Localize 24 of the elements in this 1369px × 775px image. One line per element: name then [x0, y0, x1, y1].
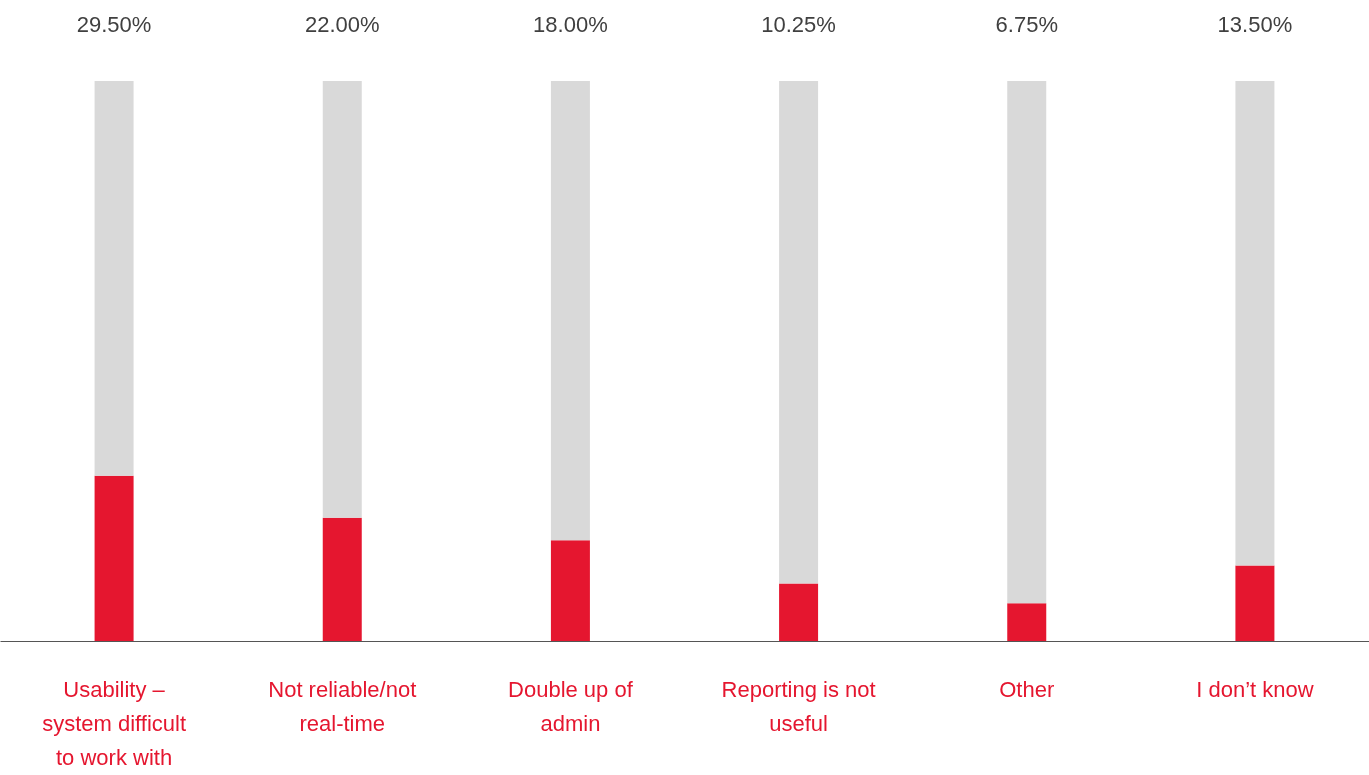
x-tick-label: Not reliable/not real-time: [268, 676, 417, 736]
bar: [1235, 565, 1275, 641]
data-label: 6.75%: [995, 12, 1058, 37]
bar: [322, 81, 362, 518]
bar: [322, 517, 362, 641]
bar: [94, 475, 134, 641]
bar: [779, 81, 819, 584]
data-label: 18.00%: [533, 12, 608, 37]
data-label: 29.50%: [76, 12, 152, 37]
bar: [1007, 603, 1047, 641]
x-tick-label: Reporting is not useful: [721, 676, 876, 736]
bar: [550, 81, 590, 541]
x-tick-label: I don’t know: [1196, 676, 1314, 702]
bar: [1235, 81, 1275, 566]
data-label: 22.00%: [304, 12, 380, 37]
x-tick-label: Usability – system difficult to work with: [42, 676, 187, 770]
x-tick-label: Other: [999, 676, 1055, 702]
data-label: 13.50%: [1217, 12, 1293, 37]
data-label: 10.25%: [761, 12, 836, 37]
x-tick-label: Double up of admin: [508, 676, 634, 736]
bar: [1007, 81, 1047, 604]
bar: [779, 583, 819, 641]
bar: [94, 81, 134, 476]
bar: [550, 540, 590, 641]
